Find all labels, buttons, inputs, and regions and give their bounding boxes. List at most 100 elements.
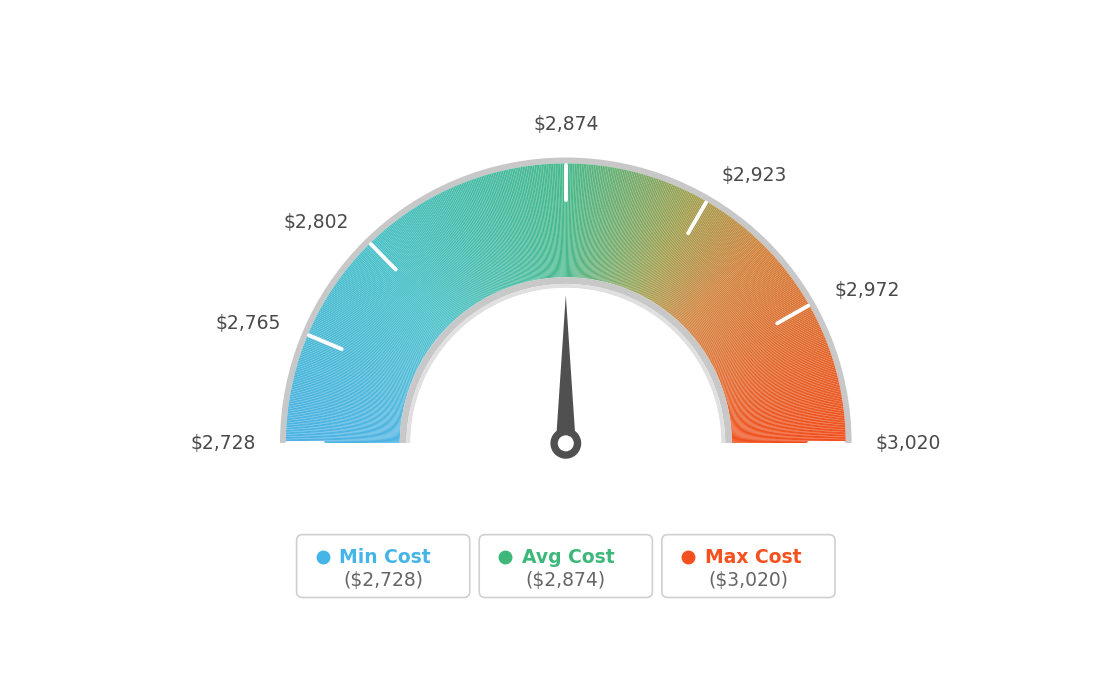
Wedge shape [637, 191, 688, 294]
Wedge shape [287, 419, 401, 430]
Wedge shape [287, 422, 401, 432]
Wedge shape [373, 239, 453, 323]
Wedge shape [729, 389, 841, 412]
Wedge shape [597, 168, 620, 280]
Wedge shape [380, 233, 456, 319]
Bar [251, 443, 881, 614]
Wedge shape [400, 217, 468, 310]
Wedge shape [574, 164, 582, 277]
Wedge shape [658, 211, 723, 306]
Wedge shape [581, 164, 592, 278]
Wedge shape [710, 306, 810, 362]
Wedge shape [307, 335, 413, 380]
Wedge shape [287, 415, 401, 428]
Wedge shape [570, 164, 574, 277]
Wedge shape [540, 164, 551, 278]
Wedge shape [713, 315, 815, 368]
Wedge shape [593, 167, 613, 279]
Wedge shape [544, 164, 554, 278]
Wedge shape [362, 250, 446, 330]
Wedge shape [309, 331, 414, 377]
Wedge shape [722, 347, 829, 387]
Wedge shape [615, 176, 650, 285]
Wedge shape [294, 377, 404, 405]
Wedge shape [623, 181, 664, 288]
Wedge shape [651, 204, 711, 302]
Wedge shape [572, 164, 578, 277]
Wedge shape [287, 413, 401, 426]
Wedge shape [701, 280, 794, 348]
Wedge shape [652, 205, 714, 303]
Wedge shape [541, 164, 552, 278]
Wedge shape [428, 199, 485, 299]
Wedge shape [607, 172, 637, 283]
Wedge shape [721, 342, 827, 384]
Wedge shape [350, 264, 438, 337]
Wedge shape [629, 185, 676, 290]
Wedge shape [641, 194, 694, 296]
Wedge shape [724, 357, 832, 393]
Wedge shape [665, 219, 734, 311]
Wedge shape [301, 348, 410, 388]
Text: ($3,020): ($3,020) [709, 571, 788, 590]
Wedge shape [287, 412, 401, 426]
Wedge shape [287, 417, 401, 428]
Wedge shape [341, 275, 434, 344]
Text: $2,728: $2,728 [191, 434, 256, 453]
Wedge shape [725, 364, 835, 397]
Wedge shape [300, 352, 408, 390]
Wedge shape [580, 164, 591, 278]
Wedge shape [719, 332, 824, 378]
Wedge shape [348, 266, 437, 339]
Text: $2,765: $2,765 [215, 314, 280, 333]
Wedge shape [726, 372, 837, 402]
Wedge shape [459, 184, 503, 290]
Wedge shape [523, 166, 542, 279]
Wedge shape [634, 188, 682, 293]
Wedge shape [704, 289, 800, 353]
Wedge shape [500, 171, 528, 282]
Wedge shape [299, 355, 408, 392]
Wedge shape [732, 442, 846, 443]
Wedge shape [486, 175, 520, 284]
Wedge shape [726, 371, 837, 401]
Wedge shape [732, 435, 846, 439]
Wedge shape [389, 226, 461, 315]
Wedge shape [731, 412, 845, 426]
Wedge shape [586, 166, 603, 279]
Wedge shape [397, 219, 467, 311]
Wedge shape [721, 345, 828, 386]
Wedge shape [714, 319, 818, 371]
Wedge shape [335, 284, 429, 350]
Wedge shape [702, 284, 797, 350]
Wedge shape [584, 165, 599, 279]
Wedge shape [390, 224, 463, 314]
Wedge shape [286, 428, 400, 435]
Wedge shape [624, 181, 666, 288]
Wedge shape [287, 420, 401, 431]
Wedge shape [291, 386, 403, 410]
Wedge shape [481, 176, 517, 285]
Wedge shape [330, 290, 427, 353]
Wedge shape [728, 379, 839, 406]
Wedge shape [528, 166, 544, 279]
Wedge shape [647, 199, 703, 299]
Wedge shape [649, 201, 709, 300]
Wedge shape [659, 212, 724, 306]
Wedge shape [697, 270, 787, 342]
Wedge shape [730, 398, 842, 417]
Wedge shape [295, 371, 405, 401]
Wedge shape [725, 365, 835, 398]
Wedge shape [688, 255, 774, 332]
Wedge shape [349, 265, 438, 338]
Wedge shape [534, 165, 548, 278]
Wedge shape [455, 186, 501, 291]
Wedge shape [369, 243, 450, 325]
Wedge shape [710, 304, 809, 362]
Wedge shape [511, 168, 534, 280]
Wedge shape [612, 175, 646, 284]
Wedge shape [400, 277, 732, 443]
Wedge shape [633, 187, 680, 292]
Wedge shape [730, 395, 841, 415]
Wedge shape [730, 405, 843, 422]
